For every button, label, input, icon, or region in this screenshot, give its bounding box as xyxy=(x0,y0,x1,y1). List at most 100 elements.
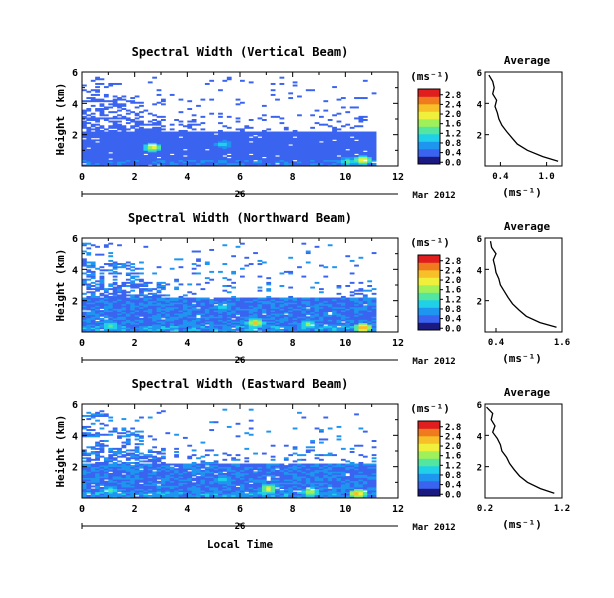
average-y-tick-label: 2 xyxy=(477,298,482,308)
heatmap-cell xyxy=(248,303,254,306)
heatmap-cell xyxy=(261,147,267,150)
heatmap-cell xyxy=(143,485,149,488)
heatmap-cell xyxy=(165,322,171,325)
heatmap-cell xyxy=(95,458,100,461)
heatmap-cell xyxy=(108,313,114,316)
heatmap-cell xyxy=(204,491,210,494)
heatmap-cell xyxy=(200,98,206,101)
heatmap-cell xyxy=(209,137,215,140)
heatmap-cell xyxy=(95,472,100,475)
heatmap-cell xyxy=(292,133,298,136)
heatmap-cell xyxy=(174,474,179,477)
heatmap-cell xyxy=(95,441,100,444)
heatmap-cell xyxy=(130,285,136,287)
heatmap-cell xyxy=(86,302,92,305)
heatmap-cell xyxy=(248,321,254,323)
heatmap-cell xyxy=(147,136,153,139)
heatmap-cell xyxy=(156,491,162,494)
heatmap-cell xyxy=(279,469,285,472)
heatmap-cell xyxy=(204,327,210,330)
heatmap-cell xyxy=(349,126,355,129)
heatmap-cell xyxy=(161,294,166,297)
heatmap-cell xyxy=(112,463,118,466)
heatmap-cell xyxy=(248,324,254,327)
heatmap-cell xyxy=(139,474,144,477)
heatmap-cell xyxy=(209,314,215,317)
heatmap-cell xyxy=(178,158,184,161)
heatmap-cell xyxy=(231,142,237,145)
heatmap-cell xyxy=(257,483,263,486)
heatmap-cell xyxy=(191,317,197,320)
heatmap-cell xyxy=(266,277,272,280)
heatmap-cell xyxy=(270,479,276,482)
heatmap-cell xyxy=(161,321,166,323)
heatmap-cell xyxy=(319,299,324,302)
heatmap-cell xyxy=(283,151,289,154)
heatmap-cell xyxy=(143,158,149,161)
heatmap-cell xyxy=(244,316,250,319)
heatmap-cell xyxy=(231,159,237,162)
heatmap-cell xyxy=(314,316,320,319)
heatmap-cell xyxy=(86,278,92,281)
heatmap-cell xyxy=(275,314,280,317)
heatmap-cell xyxy=(187,328,193,331)
heatmap-cell xyxy=(117,272,122,275)
heatmap-cell xyxy=(332,155,337,157)
heatmap-cell xyxy=(240,155,245,157)
heatmap-cell xyxy=(134,316,140,319)
heatmap-cell xyxy=(143,468,149,471)
heatmap-cell xyxy=(261,144,267,147)
heatmap-cell xyxy=(297,266,302,269)
heatmap-cell xyxy=(174,455,179,458)
heatmap-cell xyxy=(117,305,122,308)
heatmap-cell xyxy=(187,123,193,126)
heatmap-cell xyxy=(305,150,311,153)
heatmap-cell xyxy=(288,300,294,303)
heatmap-cell xyxy=(310,300,316,303)
heatmap-cell xyxy=(371,300,377,303)
heatmap-cell xyxy=(86,306,92,309)
heatmap-cell xyxy=(200,461,206,464)
average-profile-line xyxy=(489,240,557,328)
heatmap-cell xyxy=(336,285,342,287)
heatmap-cell xyxy=(362,317,368,320)
heatmap-cell xyxy=(332,324,337,327)
heatmap-cell xyxy=(319,115,324,118)
heatmap-cell xyxy=(134,330,140,333)
heatmap-cell xyxy=(240,101,245,104)
heatmap-cell xyxy=(266,474,272,477)
heatmap-cell xyxy=(213,156,219,159)
heatmap-cell xyxy=(169,145,175,148)
heatmap-cell xyxy=(99,496,105,499)
heatmap-cell xyxy=(301,316,307,319)
heatmap-cell xyxy=(209,325,215,328)
heatmap-cell xyxy=(362,139,368,142)
heatmap-cell xyxy=(103,288,109,291)
heatmap-cell xyxy=(86,159,92,162)
heatmap-cell xyxy=(95,117,100,120)
heatmap-cell xyxy=(95,134,100,137)
heatmap-cell xyxy=(139,283,144,286)
heatmap-cell xyxy=(257,161,263,164)
heatmap-cell xyxy=(314,299,320,302)
colorbar-tick-label: 2.0 xyxy=(445,110,461,120)
heatmap-cell xyxy=(90,302,96,305)
heatmap-cell xyxy=(327,300,333,303)
heatmap-cell xyxy=(125,100,131,103)
average-x-tick-label: 0.4 xyxy=(488,338,505,348)
heatmap-cell xyxy=(156,144,162,147)
heatmap-cell xyxy=(283,156,289,159)
heatmap-cell xyxy=(152,494,158,497)
heatmap-cell xyxy=(99,330,105,333)
heatmap-cell xyxy=(222,319,228,322)
heatmap-cell xyxy=(288,310,294,313)
heatmap-cell xyxy=(235,162,241,165)
heatmap-cell xyxy=(103,322,109,325)
heatmap-cell xyxy=(95,444,100,447)
heatmap-cell xyxy=(349,147,355,150)
heatmap-cell xyxy=(143,328,149,331)
heatmap-cell xyxy=(275,480,280,483)
heatmap-cell xyxy=(178,474,184,477)
heatmap-cell xyxy=(99,125,105,128)
heatmap-cell xyxy=(103,433,109,436)
